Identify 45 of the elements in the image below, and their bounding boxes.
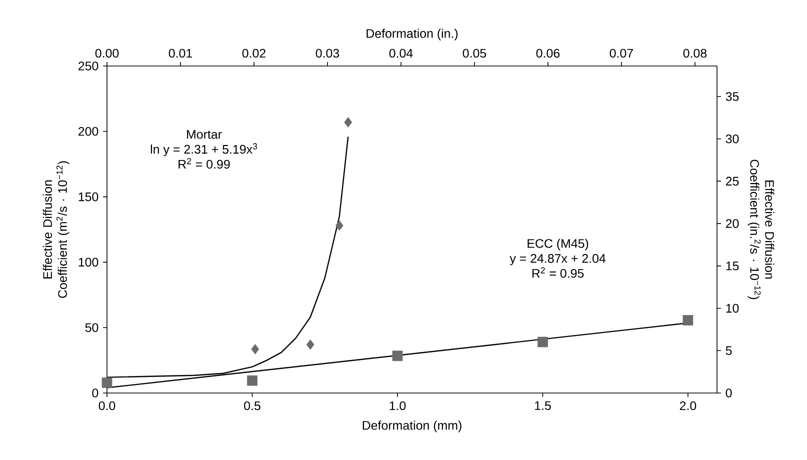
- point: [682, 315, 694, 326]
- x2-tick-label: 0.01: [168, 48, 192, 58]
- y2-tick-label: 30: [726, 134, 739, 144]
- y2-tick-label: 15: [726, 262, 739, 270]
- y2-tick-label: 35: [726, 92, 739, 101]
- x2-tick-label: 0.07: [610, 48, 633, 58]
- point: [335, 220, 344, 231]
- x-tick-label: 2.0: [680, 401, 696, 410]
- y-tick-label: 200: [78, 126, 98, 136]
- y2-tick-label: 0: [726, 388, 732, 398]
- x2-tick-label: 0.03: [316, 48, 340, 58]
- x2-tick-label: 0.04: [389, 48, 413, 58]
- y2-tick-label: 5: [726, 346, 732, 355]
- point: [392, 350, 403, 362]
- x2-tick-label: 0.08: [683, 48, 707, 58]
- annotation: R$^{2}$ = 0.95: [532, 267, 584, 278]
- y2-tick-label: 25: [726, 176, 739, 186]
- x-tick-label: 1.0: [390, 401, 406, 410]
- annotation: y = 24.87x + 2.04: [510, 254, 606, 266]
- x-tick-label: 0.5: [244, 401, 260, 410]
- point: [344, 117, 352, 128]
- x-tick-label: 1.5: [535, 401, 551, 410]
- x2-axis-title: Deformation (in.): [366, 28, 458, 40]
- annotation: ln y = 2.31 + 5.19x$^{3}$: [150, 143, 258, 156]
- point: [247, 375, 258, 386]
- x2-tick-label: 0.00: [95, 48, 119, 58]
- x2-tick-label: 0.06: [536, 48, 560, 58]
- annotation: ECC (M45): [528, 238, 588, 250]
- y-tick-label: 50: [85, 323, 98, 332]
- y-tick-label: 0: [92, 388, 98, 398]
- y-tick-label: 100: [78, 258, 98, 267]
- y-tick-label: 150: [78, 192, 98, 202]
- annotation: Mortar: [187, 130, 222, 139]
- y2-tick-label: 10: [726, 304, 739, 313]
- annotation: R$^{2}$ = 0.99: [178, 158, 230, 169]
- y2-tick-label: 20: [726, 219, 739, 228]
- x-tick-label: 0.0: [98, 401, 116, 410]
- x2-tick-label: 0.02: [242, 48, 266, 58]
- x2-tick-label: 0.05: [462, 48, 486, 58]
- x-axis-title: Deformation (mm): [362, 420, 462, 432]
- point: [306, 339, 314, 350]
- y-tick-label: 250: [78, 62, 98, 70]
- point: [102, 377, 112, 388]
- point: [538, 336, 548, 348]
- point: [251, 344, 260, 354]
